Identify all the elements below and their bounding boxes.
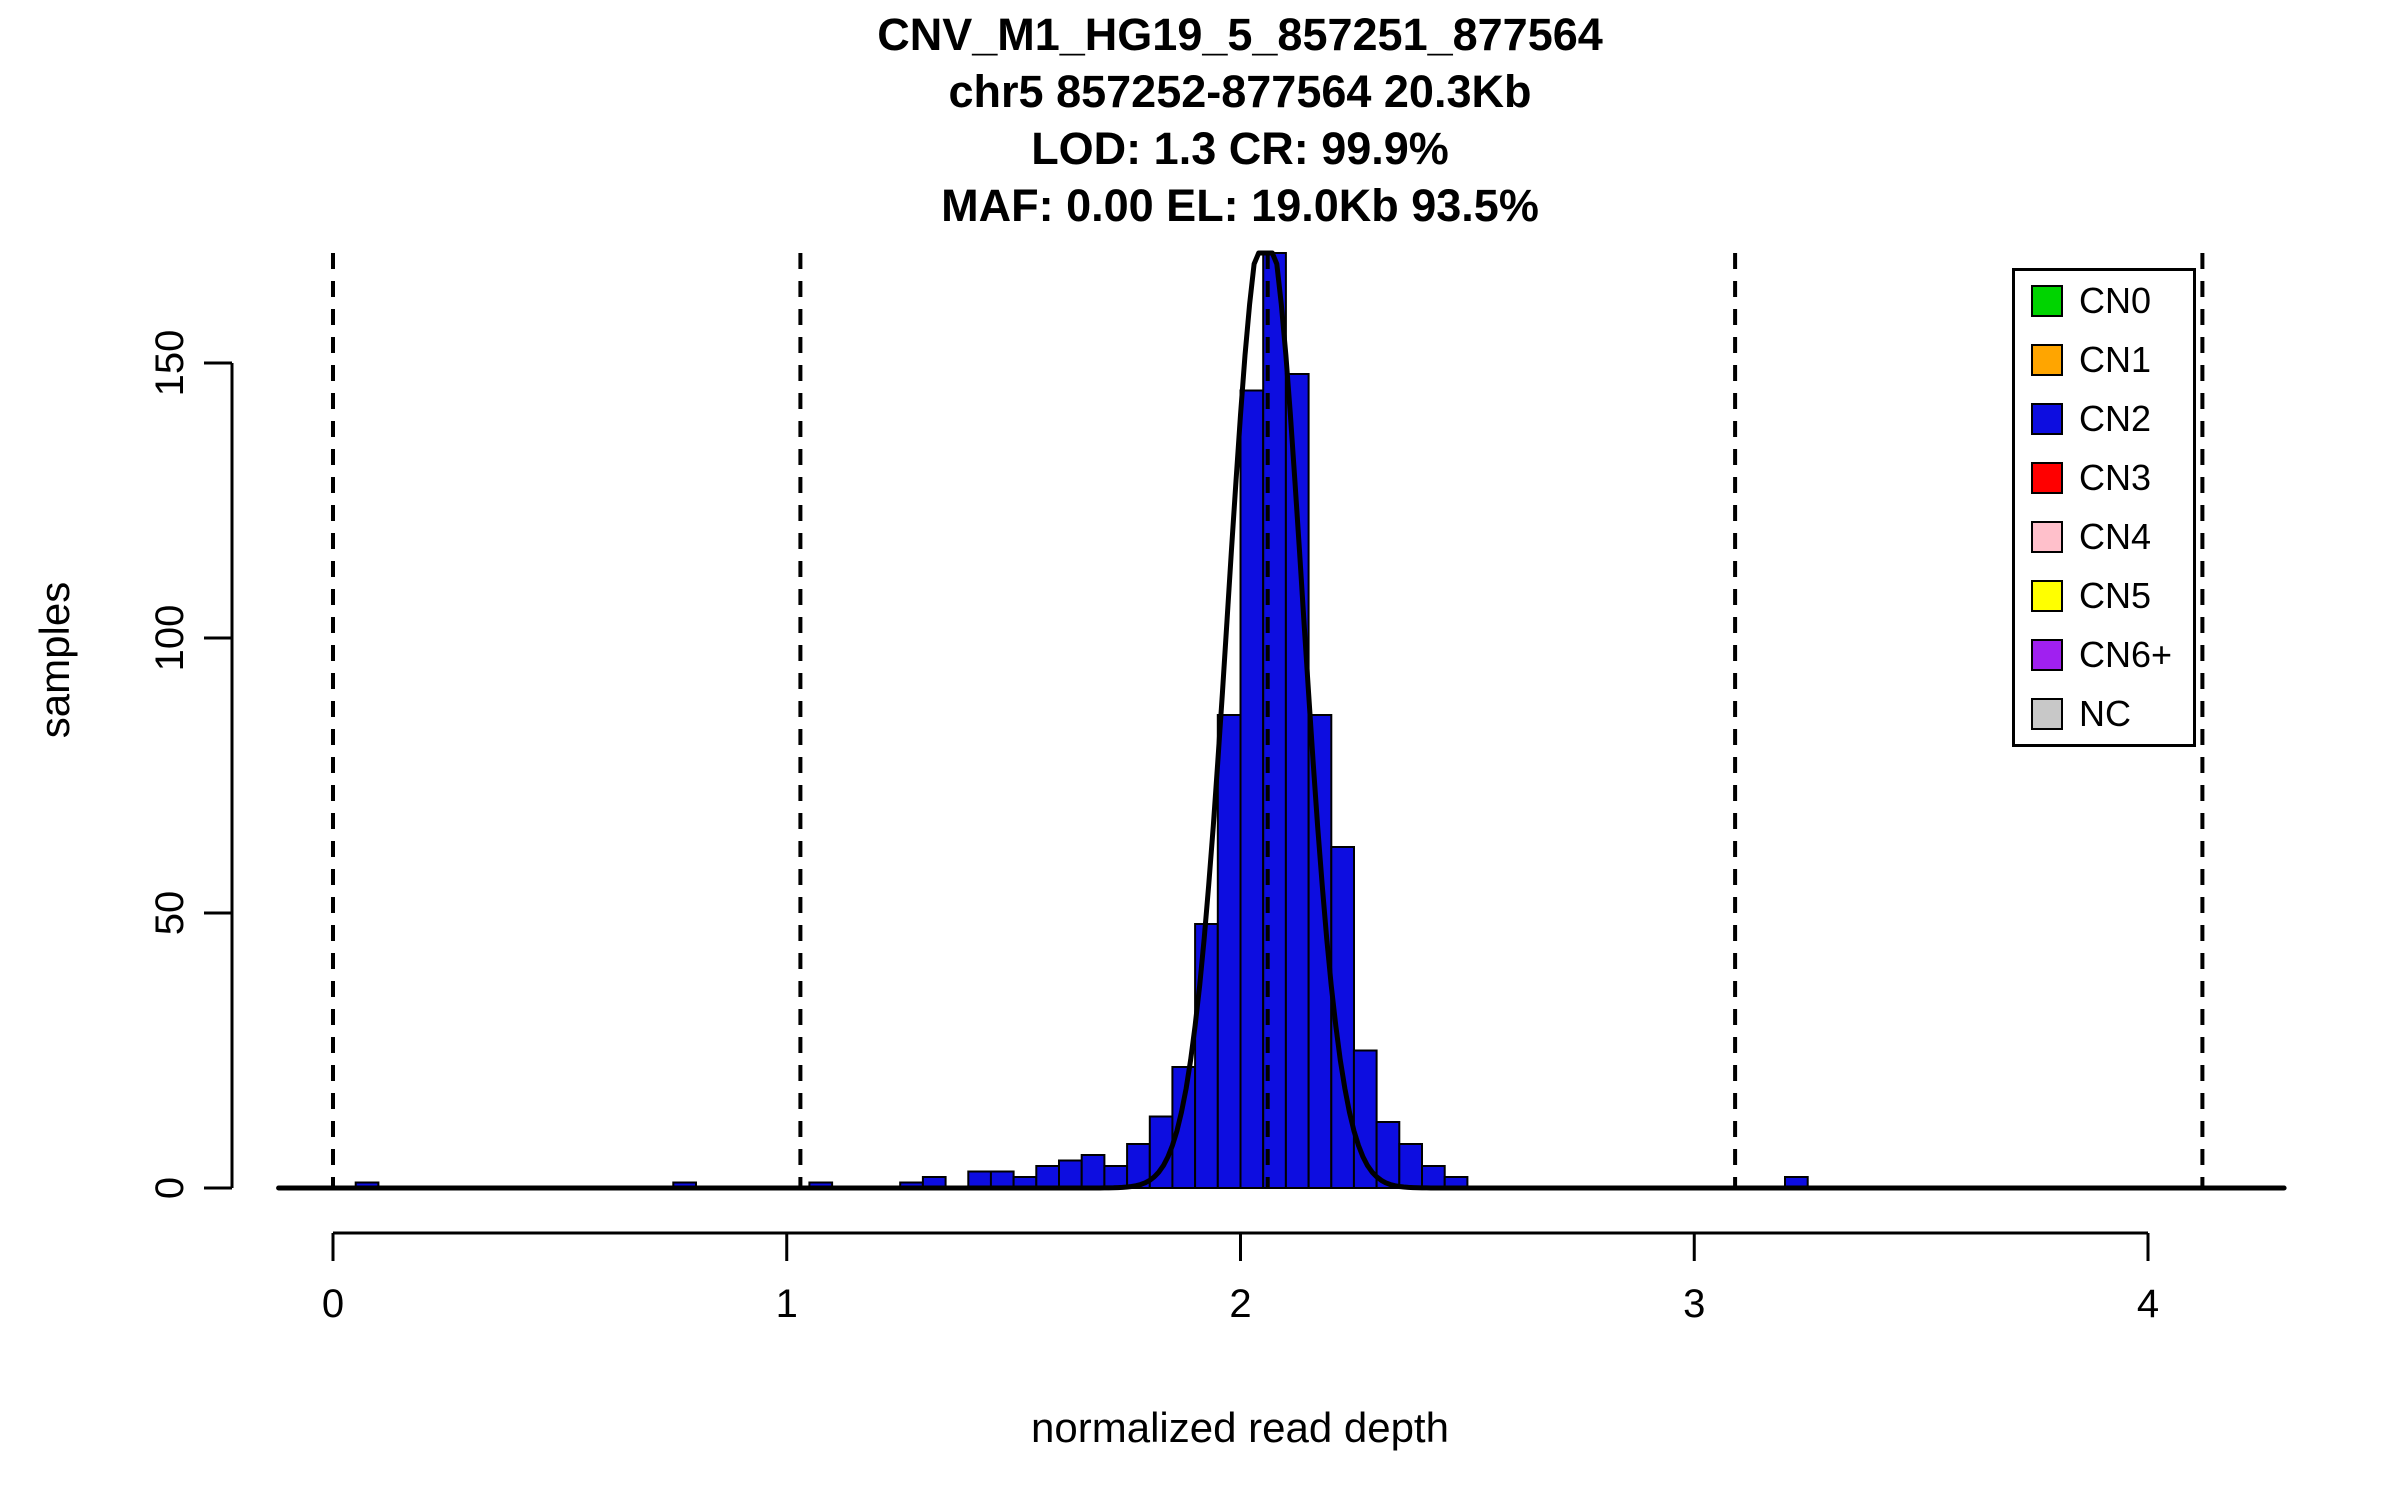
legend-item-label: CN5 xyxy=(2079,575,2152,616)
legend-item-label: CN2 xyxy=(2079,398,2152,439)
legend-swatch-cn6plus xyxy=(2031,639,2063,671)
legend-swatch-cn2 xyxy=(2031,403,2063,435)
histogram-bar xyxy=(1080,1154,1106,1189)
legend-item: CN6+ xyxy=(2031,637,2193,673)
y-tick-label: 150 xyxy=(148,330,192,397)
legend-item: CN3 xyxy=(2031,460,2193,496)
histogram-bars xyxy=(354,252,1809,1189)
y-tick-label: 50 xyxy=(148,891,192,936)
histogram-bar xyxy=(1421,1165,1446,1189)
chart-subtitle-locus: chr5 857252-877564 20.3Kb xyxy=(948,66,1532,117)
legend-swatch-cn3 xyxy=(2031,462,2063,494)
legend-swatch-cn5 xyxy=(2031,580,2063,612)
x-tick-label: 1 xyxy=(776,1282,798,1326)
chart-subtitle-lod-cr: LOD: 1.3 CR: 99.9% xyxy=(1031,123,1449,174)
density-fit-curve xyxy=(276,250,2287,1191)
legend-item-label: CN3 xyxy=(2079,457,2152,498)
legend-item-label: CN6+ xyxy=(2079,634,2173,675)
legend-item: NC xyxy=(2031,696,2193,732)
legend: CN0 CN1 CN2 CN3 CN4 CN5 CN6+ NC xyxy=(2012,268,2196,747)
y-tick-label: 100 xyxy=(148,605,192,672)
chart-title: CNV_M1_HG19_5_857251_877564 xyxy=(877,9,1603,60)
x-tick-label: 4 xyxy=(2137,1282,2159,1326)
histogram-bar xyxy=(1035,1165,1061,1189)
legend-item: CN0 xyxy=(2031,283,2193,319)
legend-item: CN1 xyxy=(2031,342,2193,378)
legend-swatch-cn1 xyxy=(2031,344,2063,376)
legend-item-label: CN4 xyxy=(2079,516,2152,557)
x-tick-label: 0 xyxy=(322,1282,344,1326)
chart-subtitle-maf-el: MAF: 0.00 EL: 19.0Kb 93.5% xyxy=(941,180,1539,231)
histogram-bar xyxy=(1058,1159,1083,1189)
x-tick-label: 2 xyxy=(1229,1282,1251,1326)
histogram-bar xyxy=(1103,1165,1129,1189)
legend-swatch-nc xyxy=(2031,698,2063,730)
legend-item-label: CN1 xyxy=(2079,339,2152,380)
chart-title-block: CNV_M1_HG19_5_857251_877564 chr5 857252-… xyxy=(0,6,2400,234)
legend-item: CN4 xyxy=(2031,519,2193,555)
histogram-bar xyxy=(1194,923,1219,1189)
histogram-bar xyxy=(1398,1143,1424,1189)
histogram-bar xyxy=(1352,1049,1378,1189)
histogram-bar xyxy=(1239,389,1265,1189)
legend-item: CN2 xyxy=(2031,401,2193,437)
x-tick-label: 3 xyxy=(1683,1282,1705,1326)
legend-swatch-cn4 xyxy=(2031,521,2063,553)
y-axis-title: samples xyxy=(31,581,78,739)
copy-number-guide-lines xyxy=(331,253,2205,1188)
legend-item-label: NC xyxy=(2079,693,2131,734)
x-axis-title: normalized read depth xyxy=(1031,1404,1449,1451)
legend-swatch-cn0 xyxy=(2031,285,2063,317)
legend-item-label: CN0 xyxy=(2079,280,2152,321)
histogram-bar xyxy=(1216,714,1242,1189)
y-tick-label: 0 xyxy=(148,1177,192,1199)
legend-item: CN5 xyxy=(2031,578,2193,614)
